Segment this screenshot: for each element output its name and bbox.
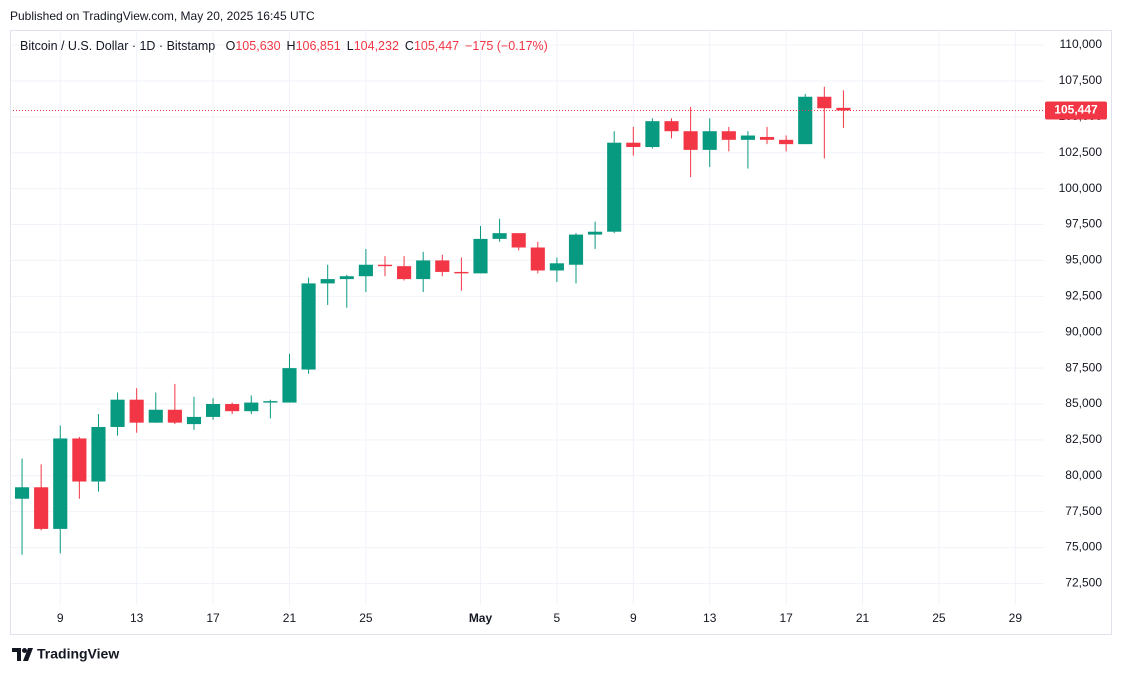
candle-body — [110, 399, 125, 427]
candle-body — [702, 131, 717, 150]
y-tick-label: 72,500 — [1065, 576, 1102, 590]
ohlc-prefix: O — [225, 39, 236, 53]
candle-body — [301, 283, 316, 370]
published-note: Published on TradingView.com, May 20, 20… — [10, 9, 315, 23]
candle-body — [167, 409, 182, 423]
legend: Bitcoin / U.S. Dollar · 1D · Bitstamp O1… — [20, 39, 554, 53]
candle-body — [817, 96, 832, 109]
brand-name: TradingView — [37, 646, 119, 662]
candle-body — [282, 368, 297, 403]
ohlc-value: 105,630 — [235, 39, 281, 53]
candle-body — [358, 264, 373, 277]
candle-body — [244, 402, 259, 412]
candle-body — [549, 263, 564, 271]
candle-body — [34, 487, 49, 529]
y-tick-label: 90,000 — [1065, 324, 1102, 338]
ohlc-prefix: L — [346, 39, 354, 53]
change-label: −175 (−0.17%) — [465, 39, 548, 53]
candle-body — [320, 279, 335, 284]
x-tick-label: 21 — [856, 611, 870, 625]
ohlc-prefix: C — [404, 39, 414, 53]
candle-body — [72, 438, 87, 482]
candle-body — [473, 238, 488, 274]
last-price-label: 105,447 — [1054, 103, 1098, 117]
x-tick-label: 13 — [703, 611, 717, 625]
candle-body — [225, 404, 240, 412]
candle-body — [664, 121, 679, 132]
y-tick-label: 77,500 — [1065, 504, 1102, 518]
x-tick-label: 5 — [554, 611, 561, 625]
candle-body — [397, 266, 412, 280]
candle-body — [129, 399, 144, 423]
candle-body — [626, 142, 641, 148]
y-tick-label: 92,500 — [1065, 288, 1102, 302]
candle-body — [148, 409, 163, 423]
candle-body — [836, 107, 851, 111]
x-tick-label: 25 — [359, 611, 373, 625]
ohlc-value: 106,851 — [295, 39, 341, 53]
y-tick-label: 87,500 — [1065, 360, 1102, 374]
candle-body — [91, 426, 106, 482]
candle-body — [759, 136, 775, 140]
ohlc-value: 104,232 — [353, 39, 399, 53]
layer — [10, 30, 1044, 605]
x-tick-label: 21 — [283, 611, 297, 625]
symbol-title: Bitcoin / U.S. Dollar · 1D · Bitstamp — [20, 39, 216, 53]
candle-body — [568, 234, 584, 265]
y-tick-label: 110,000 — [1060, 37, 1103, 51]
candle-body — [798, 96, 813, 145]
candle-body — [377, 264, 393, 267]
candle-body — [263, 401, 278, 403]
chart-frame — [10, 30, 1112, 635]
candle-body — [530, 247, 545, 271]
candle-body — [683, 131, 698, 150]
y-tick-label: 75,000 — [1065, 540, 1102, 554]
y-tick-label: 82,500 — [1065, 432, 1102, 446]
candle-body — [14, 487, 30, 499]
x-tick-label: 17 — [206, 611, 220, 625]
x-tick-label: 9 — [57, 611, 64, 625]
y-tick-label: 100,000 — [1059, 181, 1103, 195]
candle-body — [186, 416, 202, 425]
layer — [10, 86, 1044, 555]
candle-body — [779, 139, 794, 145]
y-tick-label: 97,500 — [1065, 217, 1102, 231]
candle-body — [206, 404, 221, 417]
x-tick-label: 25 — [932, 611, 946, 625]
candle-body — [492, 233, 507, 239]
x-tick-label: 17 — [779, 611, 793, 625]
brand-logo — [12, 648, 33, 661]
candle-body — [511, 233, 526, 248]
x-tick-label: 9 — [630, 611, 637, 625]
ohlc-prefix: H — [286, 39, 296, 53]
candle-body — [339, 276, 354, 280]
candle-body — [607, 142, 622, 232]
y-tick-label: 95,000 — [1065, 253, 1102, 267]
y-tick-label: 85,000 — [1065, 396, 1102, 410]
y-tick-label: 107,500 — [1059, 73, 1103, 87]
x-tick-label: 29 — [1009, 611, 1023, 625]
x-tick-label: May — [469, 611, 493, 625]
ohlc-value: 105,447 — [413, 39, 460, 53]
candle-body — [416, 260, 431, 280]
candle-body — [721, 131, 736, 140]
candle-body — [435, 260, 450, 272]
candle-body — [454, 271, 469, 274]
y-tick-label: 102,500 — [1059, 145, 1103, 159]
candle-body — [740, 135, 755, 140]
candle-body — [53, 438, 68, 529]
candle-body — [588, 231, 603, 235]
last-price-tag — [1045, 101, 1107, 120]
x-tick-label: 13 — [130, 611, 144, 625]
y-tick-label: 80,000 — [1065, 468, 1102, 482]
candle-body — [645, 121, 660, 148]
